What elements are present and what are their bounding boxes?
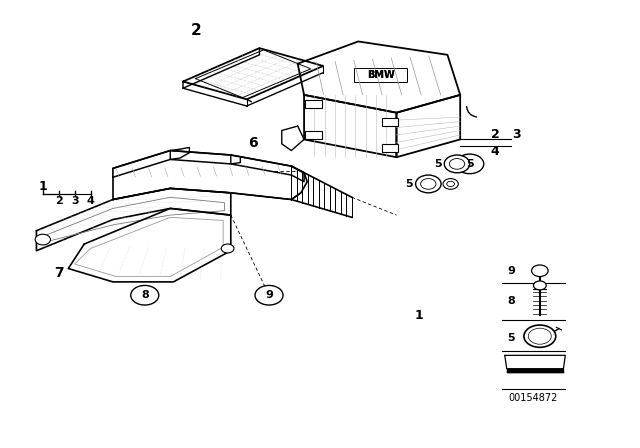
- Circle shape: [415, 175, 441, 193]
- Text: 9: 9: [265, 290, 273, 300]
- Bar: [305, 131, 322, 139]
- Text: 2: 2: [190, 23, 201, 38]
- Circle shape: [131, 285, 159, 305]
- Text: 3: 3: [512, 129, 520, 142]
- Text: 00154872: 00154872: [509, 392, 558, 403]
- Text: BMW: BMW: [367, 70, 394, 80]
- Text: 5: 5: [434, 159, 442, 169]
- Text: 6: 6: [248, 136, 258, 150]
- Text: 4: 4: [491, 145, 500, 159]
- Text: 1: 1: [38, 180, 47, 193]
- Circle shape: [534, 281, 546, 290]
- Text: 5: 5: [508, 332, 515, 343]
- Text: 8: 8: [508, 296, 515, 306]
- Circle shape: [447, 181, 454, 187]
- Circle shape: [443, 179, 458, 189]
- Text: 5: 5: [405, 179, 413, 189]
- Circle shape: [255, 285, 283, 305]
- Circle shape: [532, 265, 548, 276]
- Circle shape: [449, 159, 465, 169]
- Text: 5: 5: [466, 159, 474, 169]
- Text: 1: 1: [414, 309, 423, 322]
- Bar: [382, 117, 398, 125]
- Text: 8: 8: [141, 290, 148, 300]
- Text: 9: 9: [508, 266, 515, 276]
- Circle shape: [444, 155, 470, 173]
- Circle shape: [529, 328, 551, 344]
- Circle shape: [456, 154, 484, 174]
- Bar: [382, 144, 398, 152]
- FancyBboxPatch shape: [354, 68, 407, 82]
- Circle shape: [35, 234, 51, 245]
- Text: 2: 2: [55, 196, 63, 206]
- Text: BMW: BMW: [367, 70, 394, 80]
- Text: 4: 4: [86, 196, 95, 206]
- Text: 3: 3: [71, 196, 79, 206]
- Circle shape: [221, 244, 234, 253]
- Bar: [305, 100, 322, 108]
- Circle shape: [524, 325, 556, 347]
- Text: 2: 2: [491, 129, 500, 142]
- Circle shape: [420, 179, 436, 189]
- Text: 7: 7: [54, 266, 63, 280]
